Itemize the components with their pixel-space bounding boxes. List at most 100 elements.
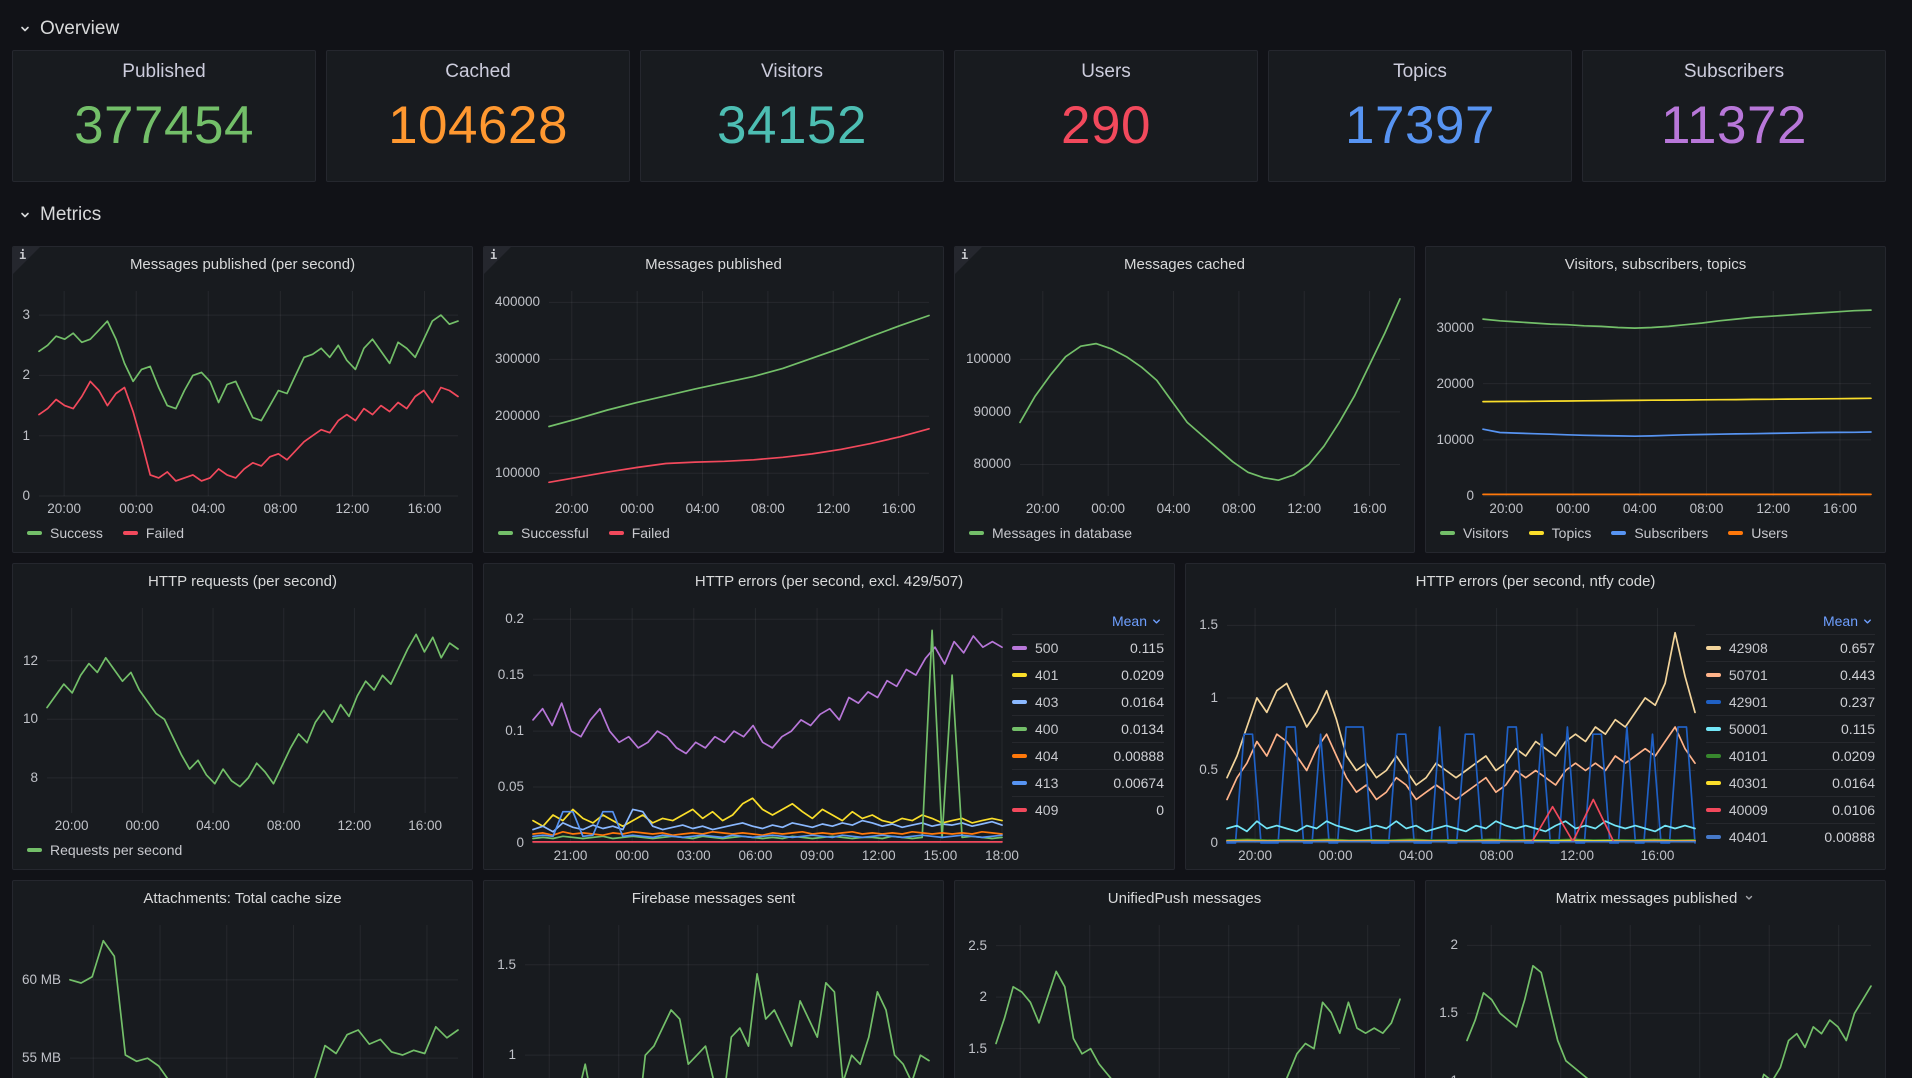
- y-tick-label: 100000: [494, 465, 540, 481]
- legend-item[interactable]: Topics: [1528, 525, 1591, 541]
- legend-row[interactable]: 500 0.115: [1012, 634, 1164, 661]
- legend-row[interactable]: 400 0.0134: [1012, 715, 1164, 742]
- x-tick-label: 20:00: [47, 501, 82, 516]
- legend-item[interactable]: Failed: [122, 525, 184, 541]
- panel-title[interactable]: HTTP errors (per second, ntfy code): [1415, 572, 1656, 590]
- legend-row[interactable]: 50001 0.115: [1705, 715, 1875, 742]
- y-tick-label: 2: [22, 367, 30, 383]
- y-tick-label: 60 MB: [21, 971, 61, 987]
- legend-mean-header[interactable]: Mean: [1012, 608, 1164, 634]
- chart-plot: 0.511.5: [488, 915, 935, 1078]
- legend-row[interactable]: 50701 0.443: [1705, 661, 1875, 688]
- x-tick-label: 04:00: [685, 501, 720, 516]
- legend-item[interactable]: Requests per second: [27, 842, 182, 858]
- panel-title[interactable]: HTTP requests (per second): [148, 572, 337, 590]
- y-tick-label: 0: [22, 488, 30, 503]
- panel-http-errors-ntfy-code: HTTP errors (per second, ntfy code) 20:0…: [1185, 563, 1886, 870]
- chart-plot: 20:00 00:00 04:00 08:00 12:00 16:00 8 10 12: [17, 598, 464, 839]
- series-color-swatch: [1012, 673, 1027, 677]
- series-color-swatch: [1012, 808, 1027, 812]
- x-tick-label: 21:00: [553, 848, 588, 863]
- series-color-swatch: [1705, 808, 1721, 812]
- legend-row[interactable]: 403 0.0164: [1012, 688, 1164, 715]
- legend-item[interactable]: Successful: [498, 525, 589, 541]
- legend-table: Mean 500 0.115 401 0.0209 403 0.0164 400 0.0134 4…: [1012, 608, 1164, 861]
- chart-plot: 11.522.5: [959, 915, 1406, 1078]
- legend-row[interactable]: 42908 0.657: [1705, 634, 1875, 661]
- panel-title[interactable]: Visitors, subscribers, topics: [1564, 255, 1747, 273]
- legend-row[interactable]: 401 0.0209: [1012, 661, 1164, 688]
- x-tick-label: 00:00: [1318, 848, 1353, 863]
- y-tick-label: 1.5: [1199, 617, 1218, 633]
- chart-plot: 20:00 00:00 04:00 08:00 12:00 16:00 0 0.5 1 1.5: [1190, 598, 1702, 869]
- x-tick-label: 04:00: [1399, 848, 1433, 863]
- series-color-swatch: [27, 848, 42, 852]
- legend-item[interactable]: Subscribers: [1611, 525, 1708, 541]
- x-tick-label: 12:00: [335, 501, 370, 516]
- y-tick-label: 2: [1450, 937, 1458, 953]
- legend-row[interactable]: 40301 0.0164: [1705, 769, 1875, 796]
- legend-item[interactable]: Messages in database: [969, 525, 1132, 541]
- legend-mean-header[interactable]: Mean: [1706, 608, 1875, 634]
- panel-title[interactable]: Firebase messages sent: [631, 889, 796, 907]
- x-tick-label: 16:00: [408, 818, 443, 833]
- y-tick-label: 0.1: [505, 723, 524, 739]
- legend-item[interactable]: Success: [27, 525, 103, 541]
- panel-info-corner-icon[interactable]: i: [13, 247, 40, 274]
- legend-row[interactable]: 40101 0.0209: [1705, 742, 1875, 769]
- panel-title[interactable]: UnifiedPush messages: [1107, 889, 1262, 907]
- panel-info-corner-icon[interactable]: i: [484, 247, 511, 274]
- y-tick-label: 0.5: [1199, 762, 1218, 778]
- legend-row[interactable]: 404 0.00888: [1012, 742, 1164, 769]
- series-color-swatch: [27, 531, 42, 535]
- series-color-swatch: [1705, 781, 1721, 785]
- panel-title[interactable]: Messages cached: [1124, 255, 1245, 273]
- panel-title[interactable]: Attachments: Total cache size: [143, 889, 342, 907]
- legend-row[interactable]: 409 0: [1012, 796, 1164, 823]
- legend-row[interactable]: 42901 0.237: [1705, 688, 1875, 715]
- x-tick-label: 12:00: [1560, 848, 1594, 863]
- x-tick-label: 20:00: [1025, 501, 1060, 516]
- series-color-swatch: [608, 531, 624, 535]
- panel-messages-published: i Messages published 20:00 00:00 04:00 08:0…: [483, 246, 944, 553]
- panel-menu-chevron-icon[interactable]: [1743, 892, 1755, 904]
- panel-title[interactable]: Messages published (per second): [129, 255, 356, 273]
- series-color-swatch: [1012, 781, 1027, 785]
- series-color-swatch: [1705, 700, 1721, 704]
- series-color-swatch: [1012, 700, 1027, 704]
- legend-item[interactable]: Failed: [608, 525, 670, 541]
- y-tick-label: 80000: [973, 456, 1011, 472]
- stat-panel-cached: Cached 104628: [326, 50, 630, 182]
- legend-item[interactable]: Users: [1728, 525, 1788, 541]
- legend-row[interactable]: 413 0.00674: [1012, 769, 1164, 796]
- x-tick-label: 16:00: [1823, 501, 1857, 516]
- panel-matrix-messages-published: Matrix messages published 0.511.52: [1425, 880, 1886, 1078]
- legend-item[interactable]: Visitors: [1440, 525, 1509, 541]
- panel-title[interactable]: Matrix messages published: [1426, 881, 1885, 915]
- x-tick-label: 00:00: [620, 501, 655, 516]
- charts-row-2: HTTP requests (per second) 20:00 00:00 04:…: [0, 563, 1912, 870]
- chart-plot: 0.511.52: [1430, 915, 1877, 1078]
- legend-row[interactable]: 40009 0.0106: [1705, 796, 1875, 823]
- panel-http-errors-excl: HTTP errors (per second, excl. 429/507) …: [483, 563, 1175, 870]
- x-tick-label: 12:00: [816, 501, 851, 516]
- series-color-swatch: [1705, 673, 1721, 677]
- panel-info-corner-icon[interactable]: i: [955, 247, 982, 274]
- panel-messages-cached: i Messages cached 20:00 00:00 04:00 08:00 12…: [954, 246, 1415, 553]
- section-title: Overview: [40, 18, 120, 39]
- stat-value: 104628: [388, 95, 568, 155]
- section-row-metrics[interactable]: Metrics: [0, 182, 119, 236]
- stat-title: Users: [1081, 61, 1131, 82]
- panel-title[interactable]: HTTP errors (per second, excl. 429/507): [694, 572, 964, 590]
- x-tick-label: 20:00: [54, 818, 89, 833]
- legend-row[interactable]: 40401 0.00888: [1705, 823, 1875, 850]
- stat-title: Visitors: [761, 61, 823, 82]
- stat-value: 377454: [74, 95, 254, 155]
- chevron-down-icon: [18, 22, 32, 36]
- chart-plot: 20:00 00:00 04:00 08:00 12:00 16:00 0 10000 2000…: [1430, 281, 1877, 522]
- panel-title[interactable]: Messages published: [645, 255, 782, 273]
- y-tick-label: 55 MB: [21, 1050, 61, 1066]
- charts-row-1: i Messages published (per second) 20:00 0…: [0, 246, 1912, 553]
- series-color-swatch: [1012, 646, 1027, 650]
- section-row-overview[interactable]: Overview: [0, 0, 137, 50]
